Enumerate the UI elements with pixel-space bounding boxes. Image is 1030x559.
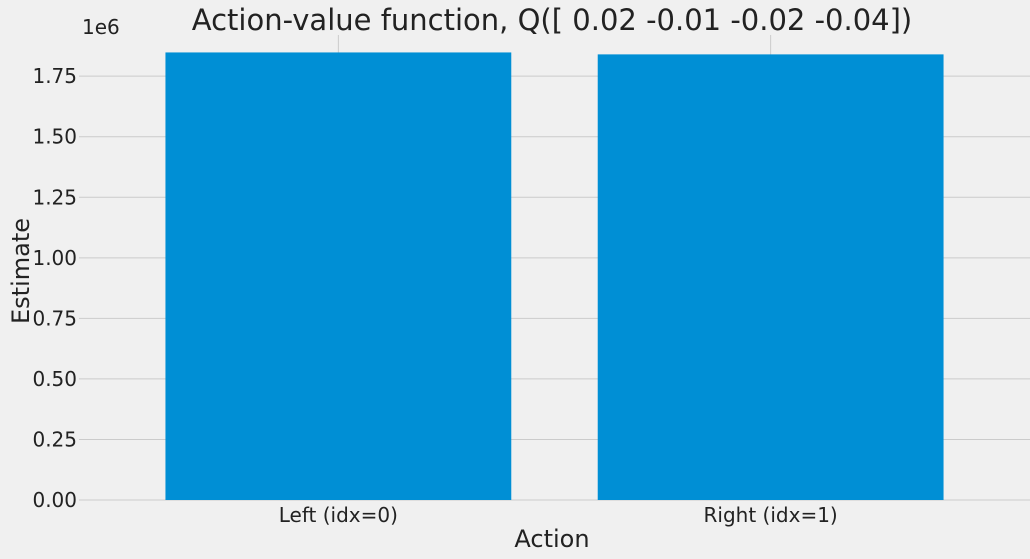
chart-title: Action-value function, Q([ 0.02 -0.01 -0… <box>192 3 912 37</box>
bars <box>165 52 944 500</box>
y-tick-label: 0.25 <box>32 427 77 451</box>
y-tick-label: 0.00 <box>32 488 77 512</box>
x-axis-label: Action <box>514 525 589 553</box>
bar-1 <box>597 54 944 500</box>
y-tick-label: 1.75 <box>32 64 77 88</box>
x-tick-label: Right (idx=1) <box>704 503 838 527</box>
y-axis-label: Estimate <box>7 218 35 324</box>
y-offset-label: 1e6 <box>82 15 120 39</box>
y-tick-label: 1.50 <box>32 125 77 149</box>
y-tick-label: 1.25 <box>32 185 77 209</box>
y-tick-label: 0.50 <box>32 367 77 391</box>
x-tick-label: Left (idx=0) <box>279 503 398 527</box>
bar-0 <box>165 52 512 500</box>
x-tick-labels: Left (idx=0) Right (idx=1) <box>279 503 838 527</box>
y-tick-labels: 0.00 0.25 0.50 0.75 1.00 1.25 1.50 1.75 <box>32 64 77 512</box>
y-tick-label: 1.00 <box>32 246 77 270</box>
y-tick-label: 0.75 <box>32 306 77 330</box>
